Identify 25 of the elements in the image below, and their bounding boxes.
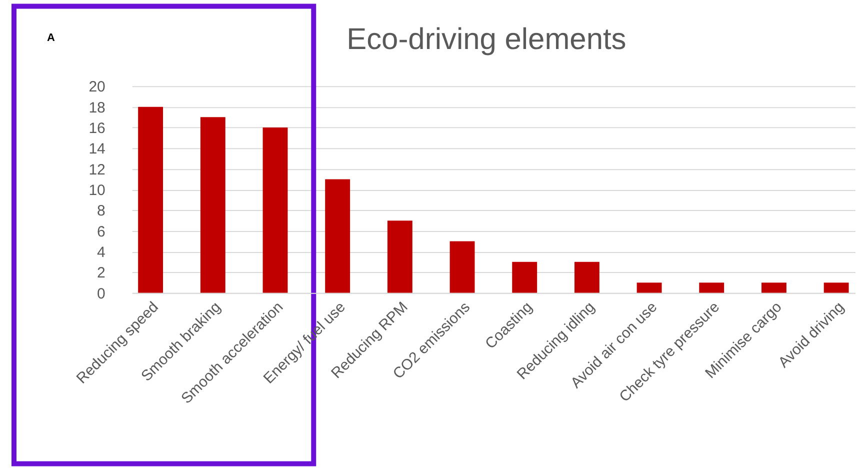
- bar: [325, 179, 350, 293]
- bar: [761, 282, 786, 293]
- bar: [824, 282, 849, 293]
- bar: [512, 262, 538, 293]
- y-tick-label: 6: [97, 223, 106, 240]
- y-tick-label: 4: [97, 244, 106, 262]
- y-tick-label: 10: [88, 182, 106, 200]
- bar: [574, 262, 600, 293]
- bar: [450, 241, 475, 293]
- bar: [699, 282, 724, 293]
- bar: [636, 282, 662, 293]
- y-tick-label: 8: [97, 202, 106, 220]
- y-tick-label: 12: [88, 161, 106, 178]
- y-tick-label: 2: [97, 264, 106, 282]
- text: A: [46, 32, 55, 44]
- bar: [262, 128, 288, 293]
- y-tick-label: 18: [88, 99, 106, 116]
- bar: [387, 220, 412, 293]
- y-tick-label: 20: [88, 78, 106, 96]
- chart-title: Eco-driving elements: [346, 23, 626, 56]
- y-tick-label: 16: [88, 120, 106, 138]
- y-tick-label: 0: [97, 285, 106, 302]
- bar: [138, 106, 164, 293]
- bar: [200, 117, 226, 293]
- y-tick-label: 14: [88, 140, 106, 158]
